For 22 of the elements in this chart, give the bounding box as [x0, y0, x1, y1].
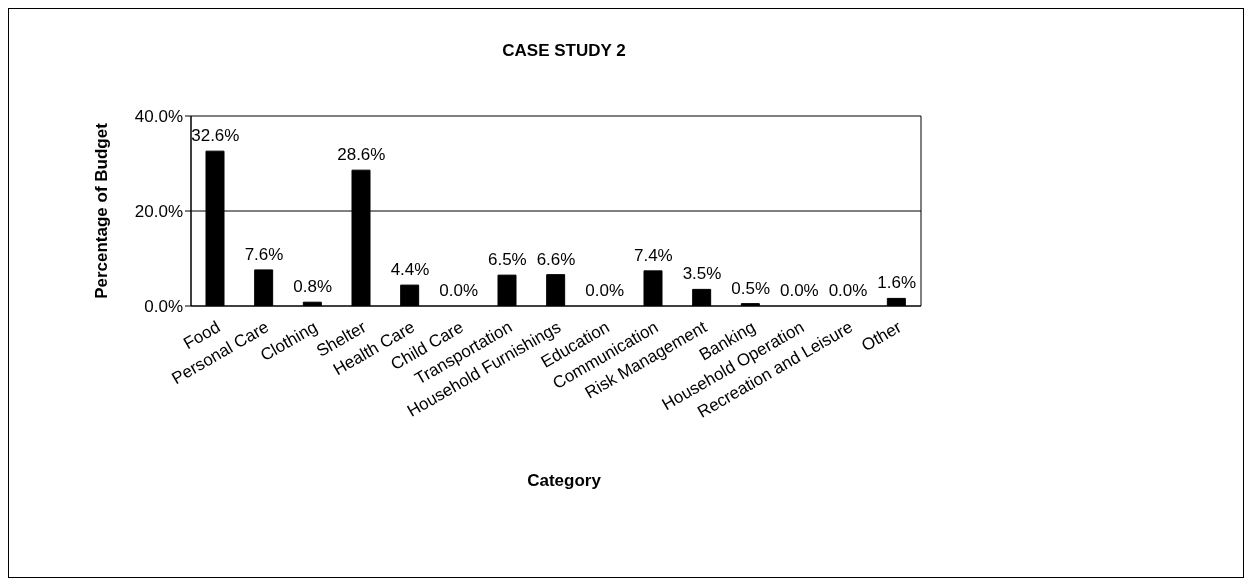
data-label: 0.8% [293, 277, 333, 297]
y-axis-title: Percentage of Budget [92, 122, 112, 299]
x-tick-label: Other [858, 317, 905, 356]
data-label: 1.6% [877, 273, 917, 293]
data-label: 7.6% [244, 244, 284, 264]
chart-title: CASE STUDY 2 [501, 41, 627, 61]
data-label: 32.6% [191, 126, 240, 146]
data-label: 6.5% [487, 250, 527, 270]
y-tick-label: 20.0% [134, 202, 183, 222]
data-label: 0.0% [439, 281, 479, 300]
data-label: 7.4% [633, 245, 673, 265]
data-label: 0.0% [828, 281, 868, 300]
y-tick-label: 40.0% [134, 107, 183, 127]
data-label: 0.0% [779, 281, 819, 300]
data-label: 0.5% [731, 278, 771, 298]
y-tick-label: 0.0% [144, 297, 183, 317]
data-label: 6.6% [536, 249, 576, 269]
data-label: 4.4% [390, 260, 430, 280]
data-label: 3.5% [682, 264, 722, 284]
data-label: 0.0% [585, 281, 625, 300]
data-label: 28.6% [337, 145, 386, 165]
x-axis-title: Category [526, 471, 602, 491]
